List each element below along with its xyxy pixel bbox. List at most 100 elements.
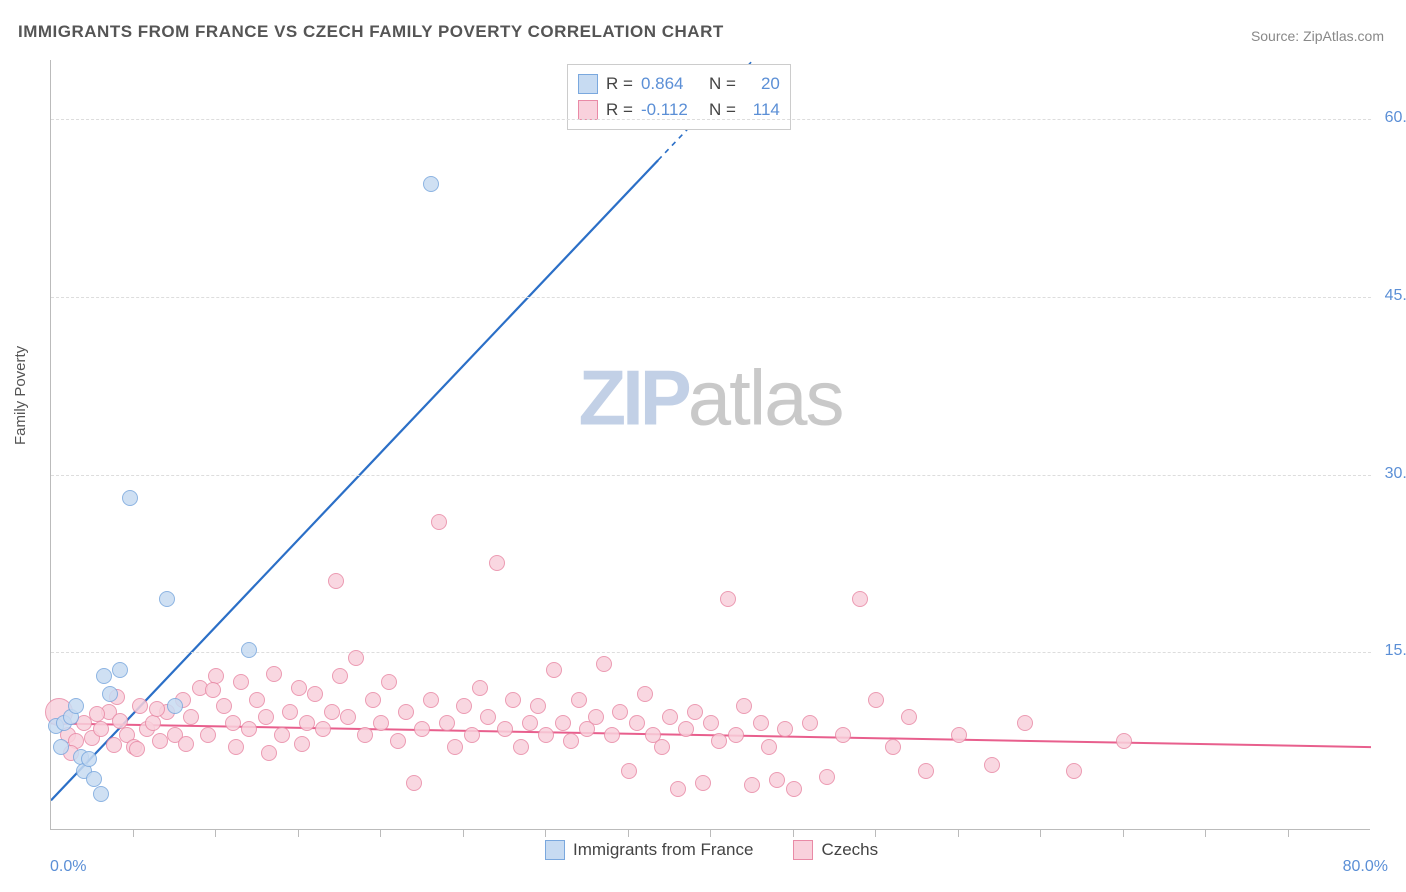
data-point-czechs bbox=[414, 721, 430, 737]
data-point-czechs bbox=[670, 781, 686, 797]
x-tick bbox=[875, 830, 876, 837]
data-point-czechs bbox=[588, 709, 604, 725]
data-point-czechs bbox=[258, 709, 274, 725]
x-tick bbox=[1040, 830, 1041, 837]
data-point-czechs bbox=[398, 704, 414, 720]
data-point-czechs bbox=[266, 666, 282, 682]
y-tick-label: 60.0% bbox=[1375, 109, 1406, 127]
data-point-czechs bbox=[431, 514, 447, 530]
data-point-czechs bbox=[315, 721, 331, 737]
legend-item-france: Immigrants from France bbox=[545, 840, 753, 860]
plot-area: ZIPatlas R = 0.864 N = 20 R = -0.112 N =… bbox=[50, 60, 1370, 830]
data-point-czechs bbox=[901, 709, 917, 725]
grid-line bbox=[51, 119, 1371, 120]
swatch-france bbox=[578, 74, 598, 94]
source-label: Source: ZipAtlas.com bbox=[1251, 28, 1384, 44]
data-point-czechs bbox=[282, 704, 298, 720]
y-tick-label: 15.0% bbox=[1375, 642, 1406, 660]
x-tick bbox=[1205, 830, 1206, 837]
plot-container: ZIPatlas R = 0.864 N = 20 R = -0.112 N =… bbox=[50, 60, 1370, 830]
data-point-czechs bbox=[225, 715, 241, 731]
x-tick bbox=[1288, 830, 1289, 837]
x-axis-min-label: 0.0% bbox=[50, 858, 86, 876]
watermark: ZIPatlas bbox=[578, 353, 842, 444]
y-tick-label: 30.0% bbox=[1375, 465, 1406, 483]
data-point-czechs bbox=[324, 704, 340, 720]
data-point-czechs bbox=[703, 715, 719, 731]
r-label: R = bbox=[606, 100, 633, 120]
data-point-france bbox=[53, 739, 69, 755]
data-point-czechs bbox=[596, 656, 612, 672]
data-point-czechs bbox=[447, 739, 463, 755]
data-point-czechs bbox=[835, 727, 851, 743]
data-point-france bbox=[167, 698, 183, 714]
data-point-czechs bbox=[390, 733, 406, 749]
data-point-czechs bbox=[439, 715, 455, 731]
x-tick bbox=[215, 830, 216, 837]
data-point-czechs bbox=[687, 704, 703, 720]
data-point-czechs bbox=[522, 715, 538, 731]
data-point-czechs bbox=[340, 709, 356, 725]
data-point-czechs bbox=[129, 741, 145, 757]
data-point-czechs bbox=[744, 777, 760, 793]
data-point-czechs bbox=[497, 721, 513, 737]
data-point-czechs bbox=[152, 733, 168, 749]
data-point-czechs bbox=[89, 706, 105, 722]
data-point-czechs bbox=[1017, 715, 1033, 731]
watermark-zip: ZIP bbox=[578, 354, 687, 442]
data-point-czechs bbox=[228, 739, 244, 755]
x-axis-max-label: 80.0% bbox=[1343, 858, 1388, 876]
data-point-czechs bbox=[513, 739, 529, 755]
data-point-czechs bbox=[1066, 763, 1082, 779]
data-point-czechs bbox=[637, 686, 653, 702]
y-tick-label: 45.0% bbox=[1375, 287, 1406, 305]
data-point-czechs bbox=[299, 715, 315, 731]
data-point-czechs bbox=[456, 698, 472, 714]
r-value-czechs: -0.112 bbox=[641, 100, 701, 120]
bottom-legend: Immigrants from France Czechs bbox=[545, 840, 878, 860]
n-value-czechs: 114 bbox=[744, 100, 780, 120]
legend-label-czechs: Czechs bbox=[821, 840, 878, 860]
data-point-czechs bbox=[761, 739, 777, 755]
watermark-atlas: atlas bbox=[688, 354, 843, 442]
data-point-czechs bbox=[149, 701, 165, 717]
data-point-czechs bbox=[332, 668, 348, 684]
x-tick bbox=[133, 830, 134, 837]
data-point-czechs bbox=[736, 698, 752, 714]
data-point-czechs bbox=[530, 698, 546, 714]
data-point-czechs bbox=[145, 715, 161, 731]
data-point-czechs bbox=[274, 727, 290, 743]
data-point-czechs bbox=[183, 709, 199, 725]
data-point-czechs bbox=[571, 692, 587, 708]
data-point-france bbox=[93, 786, 109, 802]
data-point-czechs bbox=[555, 715, 571, 731]
data-point-czechs bbox=[373, 715, 389, 731]
data-point-czechs bbox=[604, 727, 620, 743]
data-point-czechs bbox=[868, 692, 884, 708]
corr-row-france: R = 0.864 N = 20 bbox=[578, 71, 780, 97]
swatch-czechs-b bbox=[793, 840, 813, 860]
n-label: N = bbox=[709, 100, 736, 120]
data-point-czechs bbox=[307, 686, 323, 702]
x-tick bbox=[958, 830, 959, 837]
data-point-czechs bbox=[178, 736, 194, 752]
data-point-czechs bbox=[205, 682, 221, 698]
data-point-czechs bbox=[777, 721, 793, 737]
x-tick bbox=[298, 830, 299, 837]
data-point-czechs bbox=[200, 727, 216, 743]
swatch-france-b bbox=[545, 840, 565, 860]
data-point-czechs bbox=[93, 721, 109, 737]
data-point-czechs bbox=[720, 591, 736, 607]
data-point-france bbox=[96, 668, 112, 684]
r-value-france: 0.864 bbox=[641, 74, 701, 94]
data-point-france bbox=[68, 698, 84, 714]
chart-title: IMMIGRANTS FROM FRANCE VS CZECH FAMILY P… bbox=[18, 22, 724, 42]
x-tick bbox=[380, 830, 381, 837]
data-point-czechs bbox=[852, 591, 868, 607]
data-point-czechs bbox=[728, 727, 744, 743]
x-tick bbox=[793, 830, 794, 837]
legend-item-czechs: Czechs bbox=[793, 840, 878, 860]
data-point-france bbox=[159, 591, 175, 607]
data-point-czechs bbox=[406, 775, 422, 791]
data-point-czechs bbox=[695, 775, 711, 791]
